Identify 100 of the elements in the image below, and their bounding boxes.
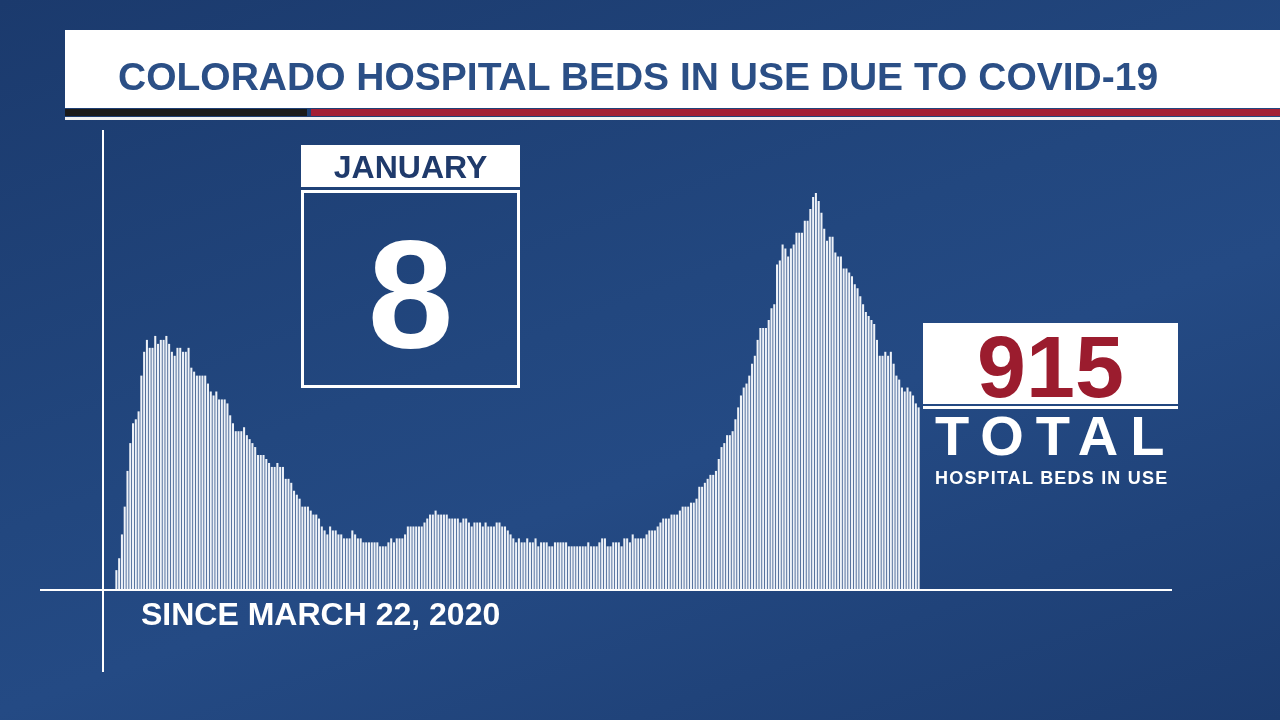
bar — [132, 423, 135, 590]
bar — [712, 474, 715, 590]
bar — [495, 522, 498, 590]
bar — [795, 232, 798, 590]
bar — [845, 268, 848, 590]
bar — [551, 546, 554, 590]
bar — [626, 538, 629, 590]
bar — [373, 542, 376, 590]
bar — [531, 542, 534, 590]
bar — [909, 391, 912, 590]
bar — [365, 542, 368, 590]
bar — [520, 542, 523, 590]
bar — [176, 347, 179, 590]
bar — [867, 316, 870, 590]
bar — [262, 455, 265, 590]
bar — [362, 542, 365, 590]
bar — [467, 522, 470, 590]
text: JANUARY — [333, 149, 488, 185]
bar — [401, 538, 404, 590]
bar — [798, 232, 801, 590]
bar — [345, 538, 348, 590]
bar — [884, 351, 887, 590]
bar — [287, 478, 290, 590]
chart-title: COLORADO HOSPITAL BEDS IN USE DUE TO COVID-19 — [118, 55, 1159, 98]
bar — [295, 494, 298, 590]
bar — [670, 514, 673, 590]
bar — [462, 518, 465, 590]
bar — [181, 351, 185, 590]
bar — [159, 339, 162, 590]
bar — [315, 514, 318, 590]
bar — [598, 542, 601, 590]
bar — [789, 248, 792, 590]
bar — [298, 498, 301, 590]
bar — [265, 458, 268, 590]
bar — [387, 542, 390, 590]
bar — [420, 526, 423, 590]
bar — [426, 518, 429, 590]
bar — [337, 534, 340, 590]
bar — [179, 347, 182, 590]
bar — [434, 510, 437, 590]
bar — [573, 546, 576, 590]
bar — [701, 486, 704, 590]
bar — [664, 518, 668, 590]
bar — [831, 236, 834, 590]
bar — [503, 526, 507, 590]
bar — [917, 407, 920, 590]
bar — [681, 506, 684, 590]
bar — [667, 518, 670, 590]
bar — [703, 482, 706, 590]
bar — [873, 324, 876, 590]
bar — [612, 542, 615, 590]
bar — [559, 542, 562, 590]
bar — [509, 534, 512, 590]
bar — [659, 522, 662, 590]
bar — [498, 522, 501, 590]
bar — [451, 518, 454, 590]
bar — [243, 427, 246, 590]
bar — [165, 335, 168, 590]
bar — [412, 526, 415, 590]
bar — [145, 339, 148, 590]
bar — [898, 379, 901, 590]
bar — [270, 466, 273, 590]
bar — [193, 371, 196, 590]
bar — [470, 526, 473, 590]
bar — [356, 538, 359, 590]
bar — [506, 530, 509, 590]
bar — [856, 288, 859, 590]
bar — [881, 355, 884, 590]
bar — [226, 403, 229, 590]
bar — [448, 518, 451, 590]
bar — [354, 534, 357, 590]
bar — [648, 530, 651, 590]
bar — [201, 375, 204, 590]
bar — [770, 308, 773, 590]
bar — [587, 542, 590, 590]
bar — [656, 526, 659, 590]
bar — [698, 486, 701, 590]
bar — [204, 375, 207, 590]
bar — [409, 526, 412, 590]
bar — [423, 522, 426, 590]
bar — [312, 514, 315, 590]
bar — [678, 510, 681, 590]
bar — [340, 534, 343, 590]
bar — [848, 272, 851, 590]
bar — [329, 526, 332, 590]
bar — [195, 375, 198, 590]
bar — [784, 248, 787, 590]
bar — [367, 542, 371, 590]
bar — [351, 530, 354, 590]
bar — [276, 462, 279, 590]
bar — [903, 391, 906, 590]
bar — [889, 351, 892, 590]
bar — [548, 546, 551, 590]
bar — [512, 538, 515, 590]
bar — [523, 542, 526, 590]
bar — [553, 542, 556, 590]
bar — [528, 542, 532, 590]
bar — [803, 220, 806, 590]
bar — [609, 546, 612, 590]
bar — [595, 546, 598, 590]
